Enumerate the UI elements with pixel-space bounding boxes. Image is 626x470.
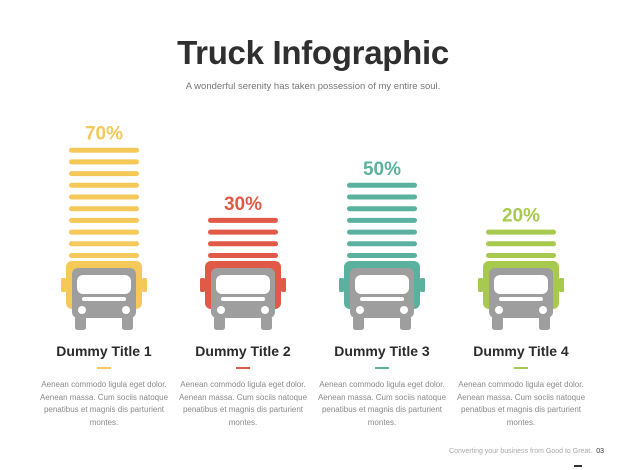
wheel-left — [214, 316, 225, 330]
column-divider — [236, 367, 250, 369]
bumper — [499, 297, 543, 301]
load-stripe — [69, 182, 139, 188]
truck-bar-3: 50% — [339, 159, 425, 330]
column-title: Dummy Title 1 — [56, 343, 152, 359]
headlight-right — [539, 306, 547, 314]
column-divider — [375, 367, 389, 369]
wheel-right — [261, 316, 272, 330]
footer: Converting your business from Good to Gr… — [449, 448, 604, 455]
column-description: Aenean commodo ligula eget dolor. Aenean… — [456, 380, 586, 427]
load-stripe — [347, 253, 417, 258]
value-label: 30% — [224, 194, 262, 215]
bumper — [221, 297, 265, 301]
column-title: Dummy Title 3 — [334, 343, 430, 359]
truck-icon — [339, 261, 425, 330]
windshield — [355, 275, 409, 294]
mirror-right — [281, 278, 286, 292]
windshield — [77, 275, 131, 294]
load-stripe — [347, 229, 417, 235]
wheel-right — [122, 316, 133, 330]
page-subtitle: A wonderful serenity has taken possessio… — [185, 81, 441, 92]
load-stripe — [347, 182, 417, 188]
mirror-left — [339, 278, 344, 292]
load-stripe — [347, 217, 417, 223]
headlight-left — [78, 306, 86, 314]
headlight-left — [217, 306, 225, 314]
bumper — [360, 297, 404, 301]
footer-text: Converting your business from Good to Gr… — [449, 448, 593, 455]
value-label: 20% — [502, 206, 540, 227]
column-2: Dummy Title 2 Aenean commodo ligula eget… — [173, 343, 313, 429]
value-label: 70% — [85, 124, 123, 145]
mirror-left — [200, 278, 205, 292]
load-stripe — [208, 253, 278, 258]
truck-bar-4: 20% — [478, 206, 564, 330]
wheel-right — [400, 316, 411, 330]
page-number: 03 — [596, 448, 604, 455]
column-1: Dummy Title 1 Aenean commodo ligula eget… — [34, 343, 174, 429]
footer-divider — [574, 465, 582, 467]
windshield — [216, 275, 270, 294]
load-stripe — [69, 171, 139, 177]
column-4: Dummy Title 4 Aenean commodo ligula eget… — [451, 343, 591, 429]
wheel-left — [353, 316, 364, 330]
truck-bar-chart: 70% 30% 50% 20% — [61, 124, 564, 330]
wheel-left — [75, 316, 86, 330]
column-description: Aenean commodo ligula eget dolor. Aenean… — [178, 380, 308, 427]
load-stripe — [69, 253, 139, 258]
headlight-right — [122, 306, 130, 314]
column-divider — [97, 367, 111, 369]
load-stripe — [347, 206, 417, 212]
page-title: Truck Infographic — [177, 34, 449, 71]
truck-icon — [61, 261, 147, 330]
truck-bar-1: 70% — [61, 124, 147, 330]
headlight-right — [400, 306, 408, 314]
mirror-right — [420, 278, 425, 292]
load-stripe — [69, 206, 139, 212]
load-stripe — [486, 241, 556, 247]
truck-icon — [478, 261, 564, 330]
column-3: Dummy Title 3 Aenean commodo ligula eget… — [312, 343, 452, 429]
bumper — [82, 297, 126, 301]
load-stripe — [69, 229, 139, 235]
column-title: Dummy Title 4 — [473, 343, 569, 359]
mirror-left — [478, 278, 483, 292]
load-stripe — [347, 194, 417, 200]
truck-icon — [200, 261, 286, 330]
wheel-right — [539, 316, 550, 330]
column-description: Aenean commodo ligula eget dolor. Aenean… — [317, 380, 447, 427]
mirror-right — [559, 278, 564, 292]
load-stripe — [347, 241, 417, 247]
load-stripe — [69, 159, 139, 165]
load-stripe — [208, 241, 278, 247]
column-description: Aenean commodo ligula eget dolor. Aenean… — [39, 380, 169, 427]
headlight-right — [261, 306, 269, 314]
windshield — [494, 275, 548, 294]
load-stripe — [69, 241, 139, 247]
mirror-right — [142, 278, 147, 292]
headlight-left — [495, 306, 503, 314]
load-stripe — [69, 217, 139, 223]
load-stripe — [69, 194, 139, 200]
headlight-left — [356, 306, 364, 314]
wheel-left — [492, 316, 503, 330]
value-label: 50% — [363, 159, 401, 180]
load-stripe — [486, 229, 556, 235]
load-stripe — [208, 217, 278, 223]
load-stripe — [486, 253, 556, 258]
load-stripe — [208, 229, 278, 235]
truck-bar-2: 30% — [200, 194, 286, 330]
mirror-left — [61, 278, 66, 292]
column-divider — [514, 367, 528, 369]
column-title: Dummy Title 2 — [195, 343, 291, 359]
load-stripe — [69, 147, 139, 153]
